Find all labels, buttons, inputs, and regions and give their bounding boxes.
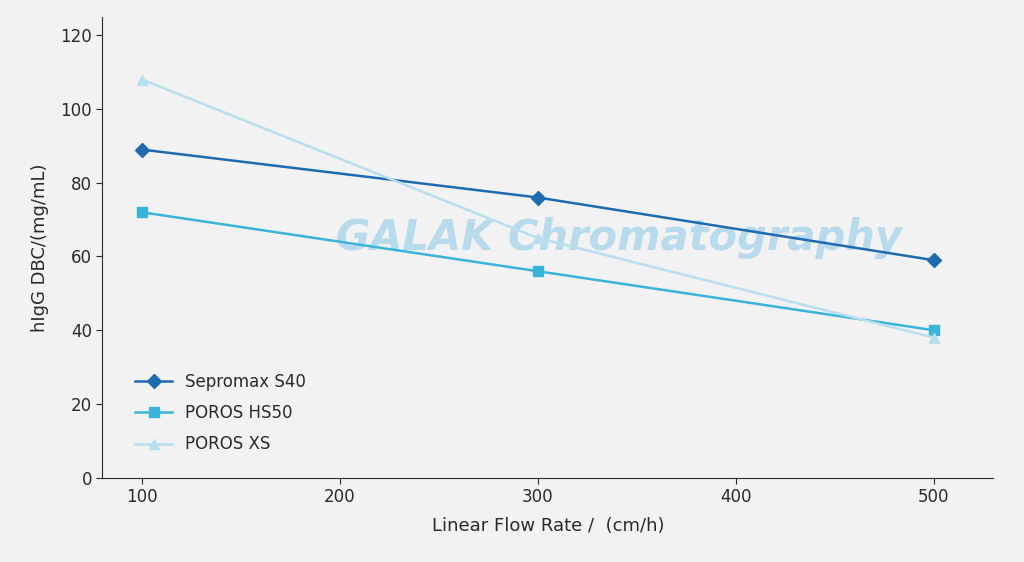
POROS XS xyxy=(531,235,544,242)
POROS XS xyxy=(928,334,940,341)
Legend: Sepromax S40, POROS HS50, POROS XS: Sepromax S40, POROS HS50, POROS XS xyxy=(129,366,312,460)
POROS HS50 xyxy=(928,327,940,334)
Y-axis label: hIgG DBC/(mg/mL): hIgG DBC/(mg/mL) xyxy=(31,163,49,332)
POROS HS50 xyxy=(531,268,544,275)
Sepromax S40 xyxy=(136,146,148,153)
Line: POROS HS50: POROS HS50 xyxy=(137,207,939,335)
Text: GALAK Chromatography: GALAK Chromatography xyxy=(336,217,902,259)
Sepromax S40 xyxy=(531,194,544,201)
Line: Sepromax S40: Sepromax S40 xyxy=(137,145,939,265)
POROS XS xyxy=(136,76,148,83)
X-axis label: Linear Flow Rate /  (cm/h): Linear Flow Rate / (cm/h) xyxy=(431,517,665,535)
POROS HS50 xyxy=(136,209,148,216)
Sepromax S40 xyxy=(928,257,940,264)
Line: POROS XS: POROS XS xyxy=(137,75,939,342)
